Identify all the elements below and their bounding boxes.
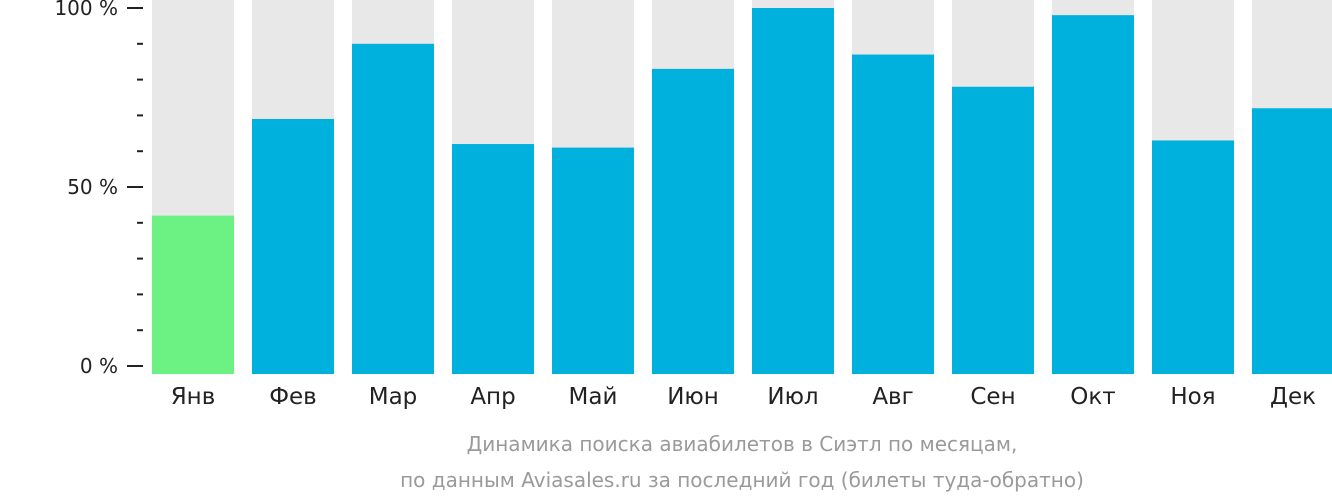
x-tick-label: Май xyxy=(569,384,618,410)
bar-9 xyxy=(952,86,1034,374)
bar-3 xyxy=(352,43,434,375)
bar-5 xyxy=(552,147,634,374)
x-axis-labels: Янв Фев Мар Апр Май Июн Июл Авг Сен Окт Ноя Дек xyxy=(171,384,1316,410)
bar-4 xyxy=(452,144,534,374)
y-tick-label: 50 % xyxy=(67,175,118,199)
x-tick-label: Окт xyxy=(1070,384,1115,410)
x-tick-label: Сен xyxy=(970,384,1015,410)
y-tick-label: 100 % xyxy=(54,0,118,20)
x-tick-label: Июл xyxy=(767,384,818,410)
data-bars xyxy=(152,8,1332,375)
bar-1 xyxy=(152,215,234,374)
bar-6 xyxy=(652,68,734,375)
x-tick-label: Фев xyxy=(269,384,317,410)
x-tick-label: Авг xyxy=(872,384,913,410)
bar-2 xyxy=(252,118,334,374)
y-axis: 0 % 50 % 100 % xyxy=(54,0,143,378)
bar-10 xyxy=(1052,15,1134,374)
x-tick-label: Апр xyxy=(470,384,515,410)
bar-8 xyxy=(852,54,934,374)
bar-chart: 0 % 50 % 100 % Янв Фев Мар Апр Май Июн Июл Авг Сен… xyxy=(54,0,1332,410)
bar-7 xyxy=(752,8,834,374)
x-tick-label: Янв xyxy=(171,384,216,410)
chart-caption-line1: Динамика поиска авиабилетов в Сиэтл по м… xyxy=(466,432,1018,456)
y-tick-label: 0 % xyxy=(80,354,118,378)
bar-12 xyxy=(1252,108,1332,375)
x-tick-label: Ноя xyxy=(1170,384,1215,410)
x-tick-label: Дек xyxy=(1270,384,1316,410)
x-tick-label: Мар xyxy=(369,384,418,410)
x-tick-label: Июн xyxy=(667,384,719,410)
bar-11 xyxy=(1152,140,1234,374)
chart-caption-line2: по данным Aviasales.ru за последний год … xyxy=(400,468,1084,492)
